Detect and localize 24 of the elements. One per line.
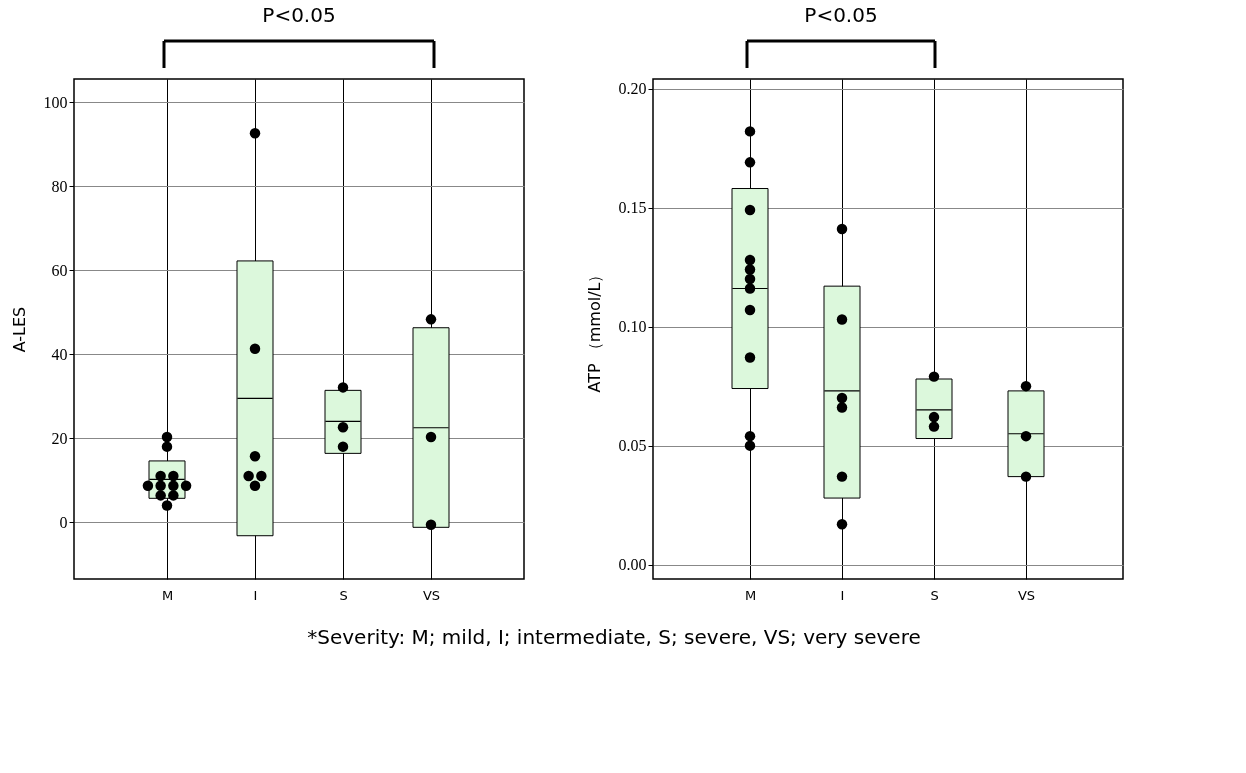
x-tick-label: S — [339, 587, 348, 603]
x-tick-label: M — [161, 587, 174, 603]
y-tick-label: 0 — [59, 513, 68, 531]
y-tick-label: 0.10 — [618, 318, 647, 336]
x-tick-label: S — [930, 587, 939, 603]
text: P<0.05 — [262, 3, 336, 27]
text: *Severity: M; mild, I; intermediate, S; severe, VS; very severe — [307, 625, 921, 649]
x-tick-label: VS — [1017, 587, 1036, 603]
y-tick-label: 0.15 — [618, 199, 647, 217]
text: P<0.05 — [804, 3, 878, 27]
y-tick-label: 100 — [43, 93, 68, 111]
y-axis-title: ATP （mmol/L） — [584, 266, 604, 393]
y-tick-label: 0.00 — [618, 556, 647, 574]
y-axis-title: A-LES — [9, 306, 29, 353]
y-tick-label: 0.20 — [618, 80, 647, 98]
x-tick-label: I — [840, 587, 845, 603]
x-tick-label: VS — [422, 587, 441, 603]
y-tick-label: 60 — [51, 261, 68, 279]
y-tick-label: 40 — [51, 345, 68, 363]
y-tick-label: 0.05 — [618, 437, 647, 455]
x-tick-label: M — [744, 587, 757, 603]
y-tick-label: 80 — [51, 177, 68, 195]
y-tick-label: 20 — [51, 429, 68, 447]
x-tick-label: I — [253, 587, 258, 603]
